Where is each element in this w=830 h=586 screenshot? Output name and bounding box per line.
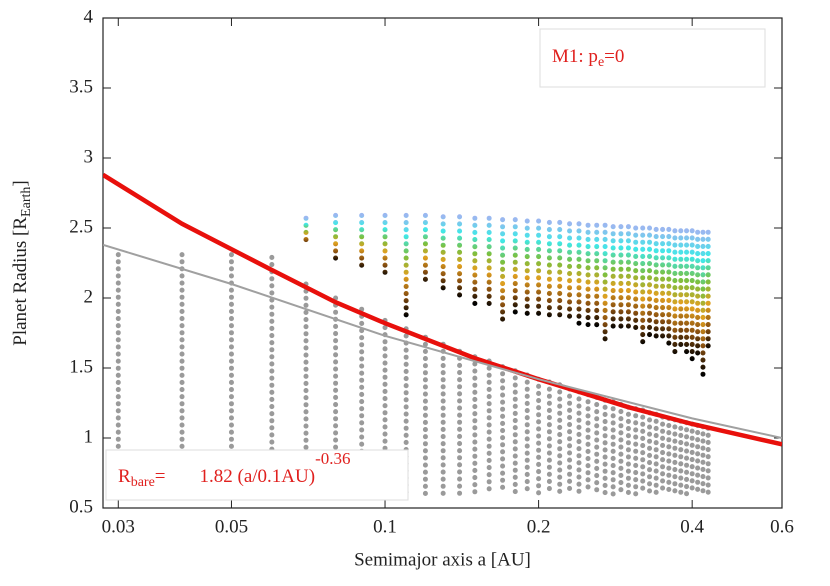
x-tick-label: 0.6	[770, 516, 794, 537]
x-tick-label: 0.4	[680, 516, 704, 537]
annotation-box	[105, 449, 409, 501]
fit-annotation-part: R	[118, 466, 131, 487]
y-tick-label: 3	[84, 146, 94, 167]
y-tick-label: 1.5	[69, 356, 93, 377]
y-axis-label: Planet Radius [REarth]	[10, 180, 34, 345]
legend-entry: M1: pe=0	[552, 46, 624, 70]
fit-line	[103, 243, 782, 439]
legend-part: =0	[604, 46, 624, 67]
fit-annotation-part: 1.82 (a/0.1AU)	[200, 466, 316, 487]
y-tick-label: 0.5	[69, 496, 93, 517]
y-axis-label-part: ]	[10, 180, 31, 186]
y-tick-label: 2	[84, 286, 94, 307]
y-axis-label-part: Planet Radius [R	[10, 217, 31, 346]
legend-part: M1: p	[552, 46, 598, 67]
fit-annotation-part: -0.36	[315, 449, 350, 468]
y-tick-label: 4	[84, 6, 94, 27]
fit-annotation-part: bare	[131, 475, 155, 490]
plot-frame	[102, 17, 783, 509]
legend-box	[539, 28, 766, 88]
y-tick-label: 2.5	[69, 216, 93, 237]
x-tick-label: 0.2	[527, 516, 551, 537]
x-tick-label: 0.1	[373, 516, 397, 537]
fit-annotation-part: =	[155, 466, 166, 487]
y-tick-label: 1	[84, 426, 94, 447]
fit-line	[103, 172, 782, 447]
y-tick-label: 3.5	[69, 76, 93, 97]
y-axis-label-part: Earth	[19, 187, 34, 217]
legend-part: e	[598, 55, 604, 70]
x-tick-label: 0.05	[215, 516, 248, 537]
fit-annotation: Rbare= 1.82 (a/0.1AU)-0.36	[118, 449, 350, 490]
x-axis-label: Semimajor axis a [AU]	[354, 549, 531, 570]
x-tick-label: 0.03	[102, 516, 135, 537]
